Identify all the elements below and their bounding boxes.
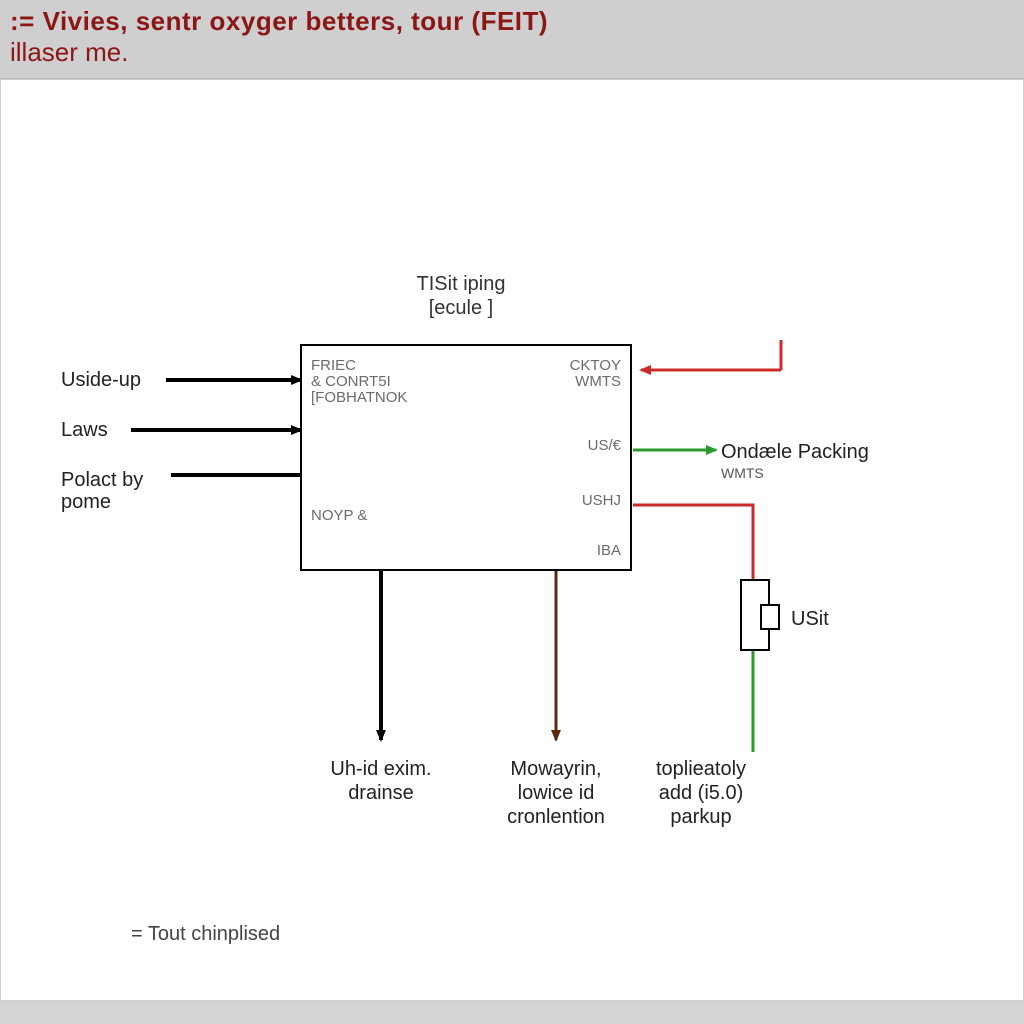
input-label-2-b: pome bbox=[61, 491, 111, 513]
bottom-label-1-line3: cronlention bbox=[507, 806, 605, 828]
usit-notch bbox=[761, 605, 779, 629]
bottom-label-1-line2: lowice id bbox=[518, 782, 595, 804]
footnote: = Tout chinplised bbox=[131, 923, 280, 945]
bottom-label-0-line1: Uh-id exim. bbox=[330, 758, 431, 780]
header-line-2: illaser me. bbox=[10, 37, 1014, 68]
title-header: := Vivies, sentr oxyger betters, tour (F… bbox=[0, 0, 1024, 79]
input-label-2-a: Polact by bbox=[61, 469, 143, 491]
port-right-0-line2: WMTS bbox=[575, 373, 621, 390]
bottom-label-0-line2: drainse bbox=[348, 782, 414, 804]
input-label-1: Laws bbox=[61, 419, 108, 441]
port-right-3-line1: IBA bbox=[597, 542, 621, 559]
port-left-0-line3: [FOBHATNOK bbox=[311, 389, 407, 406]
input-label-0: Uside-up bbox=[61, 369, 141, 391]
bottom-label-2-line2: add (i5.0) bbox=[659, 782, 744, 804]
bottom-label-2-line3: parkup bbox=[670, 806, 731, 828]
port-left-0-line2: & CONRT5I bbox=[311, 373, 391, 390]
port-right-0-line1: CKTOY bbox=[570, 357, 621, 374]
diagram-canvas: FRIEC& CONRT5I[FOBHATNOKNOYP &CKTOYWMTSU… bbox=[0, 79, 1024, 1001]
block-title-2: [ecule ] bbox=[429, 297, 493, 319]
output-label: Ondæle Packing bbox=[721, 441, 869, 463]
usit-label: USit bbox=[791, 608, 829, 630]
diagram-svg: FRIEC& CONRT5I[FOBHATNOKNOYP &CKTOYWMTSU… bbox=[1, 80, 1021, 1000]
header-line-1: := Vivies, sentr oxyger betters, tour (F… bbox=[10, 6, 1014, 37]
port-left-1-line1: NOYP & bbox=[311, 507, 367, 524]
port-right-2-line1: USHJ bbox=[582, 492, 621, 509]
port-right-1-line1: US/€ bbox=[588, 437, 622, 454]
port-left-0-line1: FRIEC bbox=[311, 357, 356, 374]
block-title-1: TISit iping bbox=[417, 273, 506, 295]
bottom-label-1-line1: Mowayrin, bbox=[510, 758, 601, 780]
bottom-label-2-line1: toplieatoly bbox=[656, 758, 746, 780]
output-sublabel: WMTS bbox=[721, 465, 764, 481]
edge-red-ush bbox=[633, 505, 753, 580]
